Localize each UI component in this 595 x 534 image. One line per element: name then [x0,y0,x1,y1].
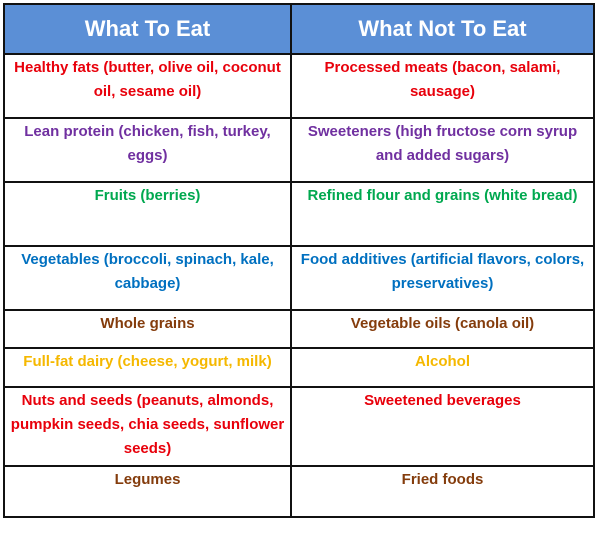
table-row: Vegetables (broccoli, spinach, kale, cab… [3,245,595,311]
avoid-cell: Alcohol [290,347,595,388]
avoid-cell: Food additives (artificial flavors, colo… [290,245,595,311]
eat-cell: Fruits (berries) [3,181,292,247]
eat-cell: Full-fat dairy (cheese, yogurt, milk) [3,347,292,388]
eat-cell: Vegetables (broccoli, spinach, kale, cab… [3,245,292,311]
diet-table: What To Eat What Not To Eat Healthy fats… [3,3,595,518]
table-row: Legumes Fried foods [3,465,595,518]
eat-cell: Healthy fats (butter, olive oil, coconut… [3,53,292,119]
table-row: Whole grains Vegetable oils (canola oil) [3,309,595,349]
avoid-cell: Fried foods [290,465,595,518]
table-row: Full-fat dairy (cheese, yogurt, milk) Al… [3,347,595,388]
table-header-row: What To Eat What Not To Eat [3,3,595,55]
table-row: Lean protein (chicken, fish, turkey, egg… [3,117,595,183]
table-row: Nuts and seeds (peanuts, almonds, pumpki… [3,386,595,467]
eat-cell: Nuts and seeds (peanuts, almonds, pumpki… [3,386,292,467]
eat-cell: Lean protein (chicken, fish, turkey, egg… [3,117,292,183]
avoid-cell: Vegetable oils (canola oil) [290,309,595,349]
avoid-cell: Sweeteners (high fructose corn syrup and… [290,117,595,183]
avoid-cell: Processed meats (bacon, salami, sausage) [290,53,595,119]
avoid-cell: Refined flour and grains (white bread) [290,181,595,247]
table-row: Healthy fats (butter, olive oil, coconut… [3,53,595,119]
diet-table-container: What To Eat What Not To Eat Healthy fats… [3,3,595,518]
table-row: Fruits (berries) Refined flour and grain… [3,181,595,247]
eat-cell: Whole grains [3,309,292,349]
header-what-to-eat: What To Eat [3,3,292,55]
avoid-cell: Sweetened beverages [290,386,595,467]
eat-cell: Legumes [3,465,292,518]
header-what-not-to-eat: What Not To Eat [290,3,595,55]
